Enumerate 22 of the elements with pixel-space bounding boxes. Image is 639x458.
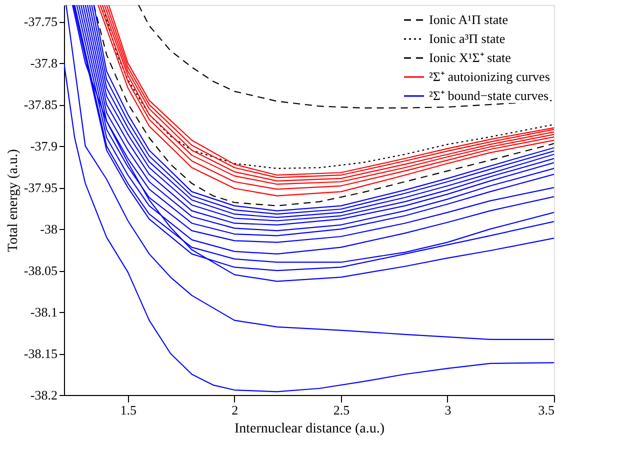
x-tick-label: 2.5: [333, 402, 350, 418]
x-tick-label: 3: [444, 402, 452, 418]
x-tick-label: 2: [232, 402, 238, 418]
x-axis-title: Internuclear distance (a.u.): [234, 422, 385, 436]
y-tick-label: -37.9: [30, 138, 58, 154]
y-tick-label: -37.85: [24, 97, 58, 112]
y-tick-label: -37.8: [30, 56, 58, 71]
legend-label: ²Σ⁺ autoionizing curves: [429, 69, 550, 84]
x-tick-label: 3.5: [538, 402, 554, 418]
y-tick-label: -37.75: [24, 14, 58, 30]
legend-label: Ionic X¹Σ⁺ state: [429, 50, 512, 65]
y-tick-label: -38.2: [30, 388, 58, 402]
legend-label: Ionic A¹Π state: [429, 12, 508, 27]
y-tick-label: -38.15: [24, 346, 58, 362]
legend-label: Ionic a³Π state: [429, 31, 506, 46]
y-axis-title: Total energy (a.u.): [6, 148, 21, 252]
y-tick-label: -38.1: [30, 304, 58, 320]
y-tick-label: -37.95: [24, 180, 58, 196]
legend-label: ²Σ⁺ bound−state curves: [429, 88, 549, 103]
y-tick-label: -38.05: [24, 263, 58, 278]
x-tick-label: 1.5: [120, 402, 137, 418]
y-tick-label: -38: [40, 222, 58, 237]
